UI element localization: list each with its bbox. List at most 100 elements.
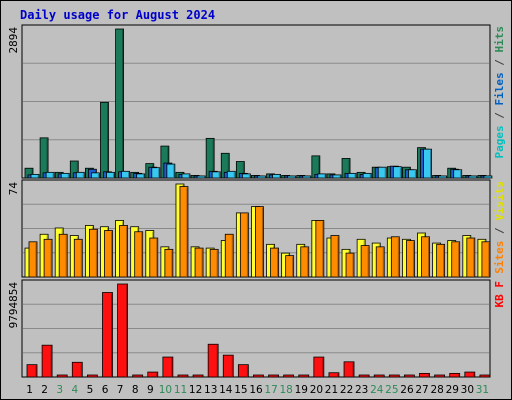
legend-entry: / <box>493 221 506 241</box>
bar-pages-day-17 <box>272 173 281 179</box>
bar-pages-day-30 <box>468 175 478 179</box>
bar-kb-f-day-13 <box>207 343 219 378</box>
bar-kb-f-day-9 <box>147 371 159 378</box>
bar-pages-day-14 <box>226 170 236 179</box>
y-max-label: 9794854 <box>7 282 20 329</box>
x-tick-label: 4 <box>71 384 78 396</box>
bar-kb-f-day-25 <box>388 374 400 378</box>
bar-kb-f-day-31 <box>479 374 491 378</box>
bar-sites-day-12 <box>194 247 204 278</box>
bar-sites-day-14 <box>224 233 234 278</box>
x-tick-label: 21 <box>325 384 338 396</box>
bar-pages-day-27 <box>423 148 432 179</box>
y-max-label: 2894 <box>7 27 20 54</box>
bar-sites-day-15 <box>239 212 249 278</box>
bar-pages-day-31 <box>483 175 493 179</box>
bar-kb-f-day-24 <box>373 374 385 378</box>
bar-kb-f-day-14 <box>222 354 234 378</box>
x-tick-label: 25 <box>385 384 398 396</box>
bar-kb-f-day-27 <box>419 372 430 378</box>
bar-sites-day-4 <box>73 238 83 278</box>
bar-pages-day-13 <box>211 171 221 179</box>
bar-pages-day-8 <box>136 173 146 179</box>
bar-pages-day-1 <box>30 173 40 179</box>
x-tick-label: 18 <box>280 384 293 396</box>
bar-pages-day-29 <box>453 169 463 179</box>
x-tick-label: 31 <box>476 384 489 396</box>
legend-entry: Visits <box>493 181 506 221</box>
x-tick-label: 28 <box>430 384 443 396</box>
bar-sites-day-24 <box>375 246 385 278</box>
legend-entry: KB F <box>493 281 506 308</box>
x-tick-label: 13 <box>204 384 217 396</box>
x-tick-label: 15 <box>234 384 247 396</box>
bar-kb-f-day-17 <box>268 374 279 378</box>
bar-pages-day-19 <box>302 175 312 179</box>
bar-kb-f-day-29 <box>449 372 461 378</box>
x-tick-label: 26 <box>400 384 414 396</box>
bar-sites-day-26 <box>406 240 415 278</box>
bar-pages-day-23 <box>362 172 372 179</box>
bar-kb-f-day-30 <box>464 371 476 378</box>
bar-pages-day-28 <box>438 175 448 179</box>
bar-pages-day-5 <box>90 172 100 179</box>
bar-sites-day-21 <box>330 235 340 278</box>
bar-sites-day-8 <box>134 231 144 278</box>
x-tick-label: 19 <box>295 384 308 396</box>
bar-pages-day-12 <box>196 175 206 179</box>
bar-sites-day-16 <box>255 206 264 278</box>
bar-kb-f-day-11 <box>177 374 189 378</box>
bar-sites-day-1 <box>28 241 38 278</box>
legend-visits-sites: Sites / Visits <box>493 181 506 274</box>
x-tick-label: 17 <box>264 384 277 396</box>
bar-pages-day-4 <box>75 171 85 179</box>
bar-sites-day-27 <box>421 236 430 278</box>
bar-kb-f-day-5 <box>86 374 98 378</box>
bar-sites-day-30 <box>466 237 476 278</box>
bar-pages-day-2 <box>45 171 55 179</box>
x-tick-label: 9 <box>147 384 154 396</box>
legend-entry: / <box>493 106 506 126</box>
bar-pages-day-10 <box>166 163 176 179</box>
bar-kb-f-day-1 <box>26 364 38 378</box>
bar-pages-day-3 <box>60 172 70 179</box>
bar-kb-f-day-18 <box>283 374 295 378</box>
bar-pages-day-24 <box>377 166 387 179</box>
bar-kb-f-day-2 <box>41 344 53 378</box>
bar-kb-f-day-3 <box>56 374 68 378</box>
legend-entry: Sites <box>493 241 506 274</box>
x-tick-label: 6 <box>102 384 109 396</box>
bar-kb-f-day-6 <box>102 292 113 378</box>
bar-sites-day-10 <box>164 248 174 278</box>
x-tick-label: 16 <box>249 384 263 396</box>
bar-kb-f-day-21 <box>328 372 340 378</box>
bar-sites-day-5 <box>88 228 98 278</box>
x-tick-label: 12 <box>189 384 202 396</box>
bar-sites-day-19 <box>300 246 310 278</box>
x-tick-label: 20 <box>310 384 323 396</box>
bar-kb-f-day-12 <box>192 374 204 378</box>
x-tick-label: 30 <box>461 384 474 396</box>
x-tick-label: 7 <box>117 384 124 396</box>
x-tick-label: 1 <box>26 384 33 396</box>
bar-kb-f-day-4 <box>71 361 83 378</box>
bar-pages-day-16 <box>257 175 266 179</box>
bar-sites-day-28 <box>436 243 446 278</box>
bar-sites-day-23 <box>360 245 370 278</box>
bar-kb-f-day-16 <box>253 374 264 378</box>
x-tick-label: 11 <box>174 384 187 396</box>
x-tick-label: 27 <box>415 384 428 396</box>
bar-pages-day-11 <box>181 173 191 179</box>
legend-hits-files-pages: Pages / Files / Hits <box>493 26 506 159</box>
x-tick-label: 5 <box>87 384 94 396</box>
bar-sites-day-6 <box>104 230 113 278</box>
bar-kb-f-day-10 <box>162 356 174 378</box>
x-tick-label: 10 <box>159 384 172 396</box>
bar-kb-f-day-22 <box>343 361 355 378</box>
bar-sites-day-22 <box>345 252 355 278</box>
x-tick-label: 24 <box>370 384 384 396</box>
bar-kb-f-day-26 <box>404 374 415 378</box>
bar-sites-day-17 <box>270 247 279 278</box>
bar-sites-day-9 <box>149 237 159 278</box>
